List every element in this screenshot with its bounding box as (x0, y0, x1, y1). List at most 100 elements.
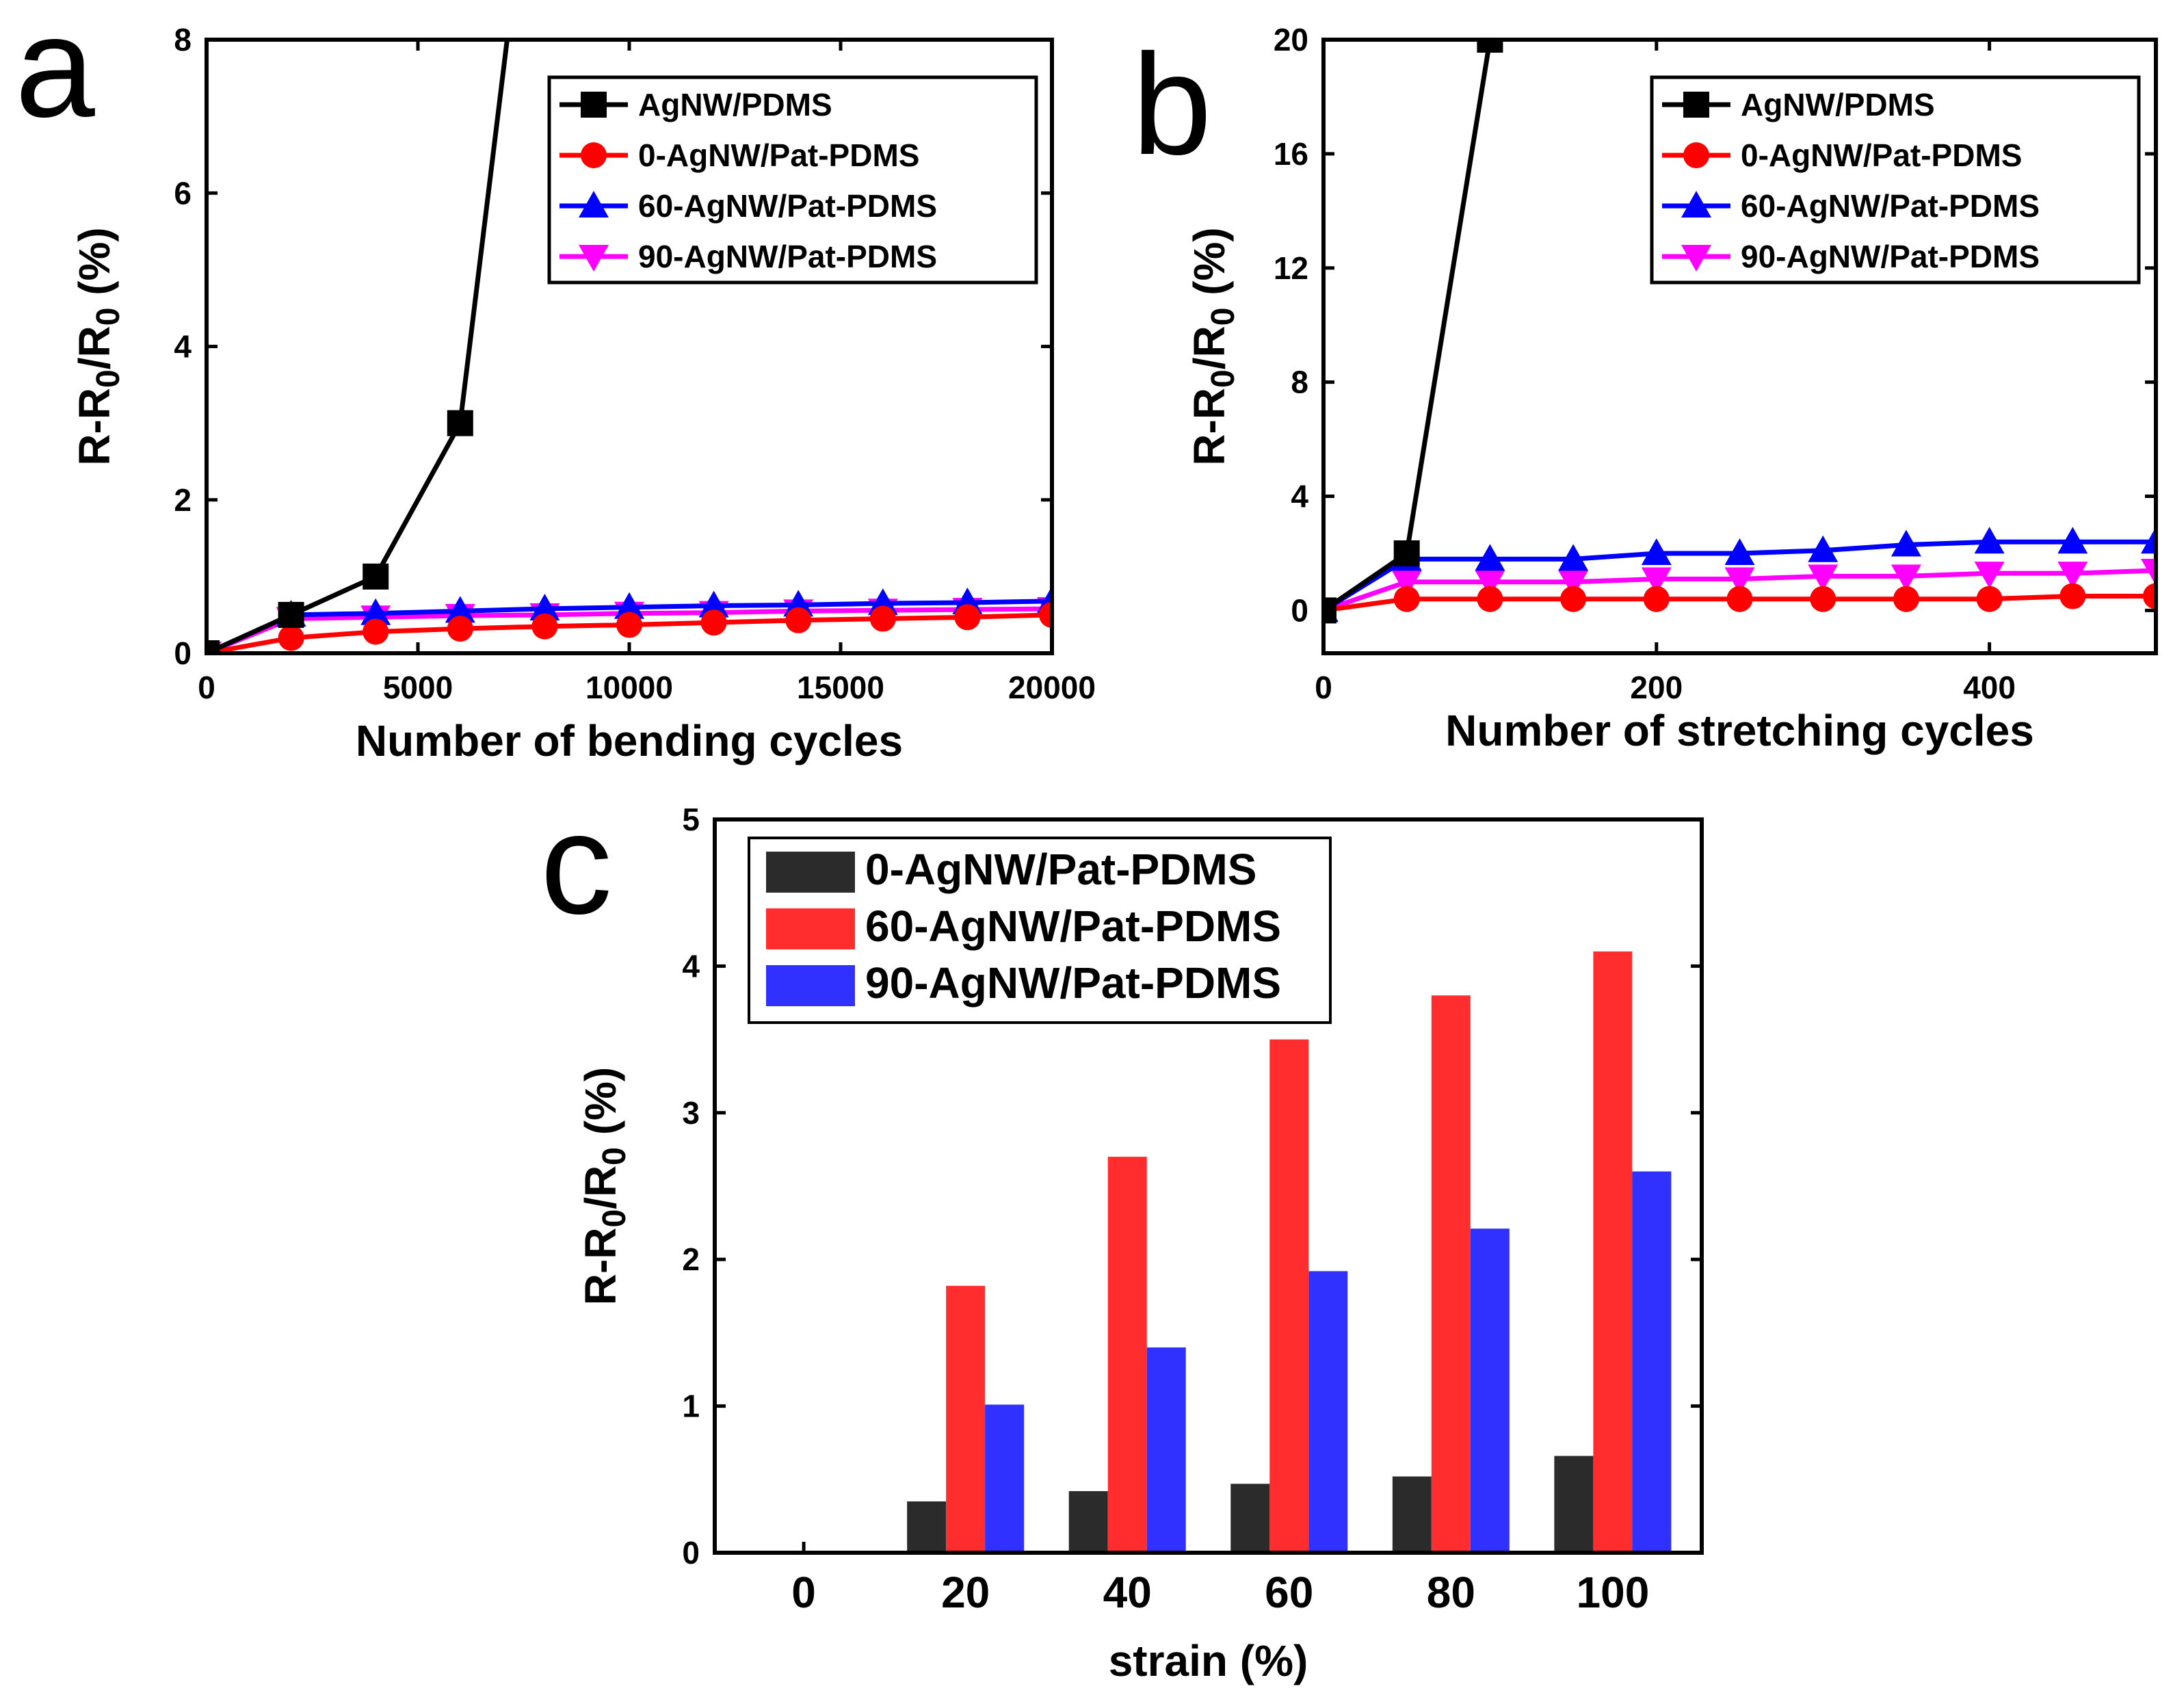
panel-c: 0 1 2 3 4 5 0 20 40 60 80 100 0-AgNW/Pat-PDMS 60-AgNW… (540, 783, 1704, 1685)
legend-label: AgNW/PDMS (638, 87, 832, 122)
x-tick-label: 80 (1427, 1568, 1475, 1617)
data-point (1643, 586, 1670, 612)
series-0-agnw-pat-pdms (907, 1456, 1594, 1553)
x-axis-label: Number of stretching cycles (1445, 706, 2034, 755)
bar (1146, 1347, 1186, 1553)
legend-marker (1683, 142, 1709, 168)
data-point (2141, 559, 2156, 586)
plot-frame (713, 817, 1704, 1555)
data-point (1477, 586, 1503, 612)
y-tick-label: 16 (1274, 136, 1308, 172)
bar (946, 1285, 986, 1553)
series-60-agnw-pat-pdms (946, 951, 1633, 1553)
data-point (2059, 583, 2086, 609)
data-point (1724, 567, 1755, 594)
data-point (445, 596, 475, 623)
y-tick-label: 8 (1291, 365, 1308, 400)
bar (1308, 1271, 1348, 1553)
panel-a-plot-area (207, 40, 1052, 653)
panel-c-legend: 0-AgNW/Pat-PDMS 60-AgNW/Pat-PDMS 90-AgNW/P… (748, 837, 1332, 1024)
y-tick-label: 12 (1274, 250, 1308, 286)
y-tick-label: 4 (682, 948, 700, 984)
x-tick-label: 20000 (1008, 670, 1096, 705)
data-point (1558, 570, 1589, 597)
bar (1230, 1484, 1270, 1553)
x-tick-label: 100 (1577, 1568, 1650, 1617)
legend-entry: 90-AgNW/Pat-PDMS (559, 239, 937, 274)
legend-label: 60-AgNW/Pat-PDMS (638, 188, 937, 224)
panel-letter: a (15, 0, 95, 147)
legend-label: 60-AgNW/Pat-PDMS (865, 902, 1281, 951)
legend-label: 60-AgNW/Pat-PDMS (1741, 188, 2040, 224)
ylabel-text: R-R0/R0 (%) (1185, 227, 1241, 465)
data-point (1641, 538, 1672, 565)
x-tick-label: 200 (1630, 670, 1683, 705)
ylabel-ylabel-main: R-R (1185, 388, 1234, 466)
bar (1431, 995, 1471, 1553)
ylabel-ylabel-sub1: 0 (90, 369, 127, 388)
data-point (1891, 529, 1921, 557)
legend-swatch (766, 908, 855, 949)
data-point (616, 612, 642, 638)
y-tick-label: 1 (682, 1389, 700, 1424)
data-point (447, 616, 473, 642)
legend-label: 90-AgNW/Pat-PDMS (865, 958, 1281, 1008)
x-tick-label: 20 (941, 1568, 990, 1617)
legend-entry: 60-AgNW/Pat-PDMS (559, 188, 937, 224)
x-tick-label: 0 (198, 670, 215, 705)
data-point (278, 601, 304, 628)
bar (1269, 1039, 1309, 1553)
x-tick-label: 40 (1103, 1568, 1152, 1617)
data-point (1641, 567, 1672, 594)
series-agnw-pdms (1323, 40, 1503, 624)
data-point (363, 563, 389, 590)
legend-box (547, 75, 1038, 285)
y-tick-label: 6 (174, 175, 192, 211)
data-point (447, 410, 473, 436)
data-point (1808, 564, 1839, 592)
data-point (207, 640, 220, 653)
y-tick-label: 5 (682, 802, 700, 837)
legend-entry: AgNW/PDMS (1662, 87, 1935, 122)
data-point (1475, 544, 1505, 571)
data-point (1976, 586, 2003, 612)
data-point (1893, 586, 1919, 612)
data-point (1808, 535, 1839, 562)
legend-marker (1681, 245, 1711, 272)
panel-b-plot-area (1323, 40, 2156, 626)
legend-marker (579, 191, 609, 218)
ylabel-ylabel-main: R-R (576, 1227, 625, 1305)
series-90-agnw-pat-pdms (985, 1171, 1672, 1553)
bar (985, 1404, 1025, 1553)
y-tick-label: 3 (682, 1095, 700, 1131)
ylabel-ylabel-mid: /R (70, 326, 119, 369)
legend-box (1650, 75, 2141, 285)
ylabel-ylabel-sub2: 0 (1205, 308, 1241, 326)
series-0-agnw-pat-pdms (207, 601, 1052, 653)
y-tick-label: 20 (1274, 22, 1308, 57)
x-tick-label: 60 (1265, 1568, 1313, 1617)
bar (1593, 951, 1633, 1553)
data-point (1323, 597, 1336, 624)
ylabel-ylabel-sub1: 0 (1205, 369, 1241, 388)
data-point (1724, 538, 1755, 565)
legend-marker (1683, 92, 1709, 118)
ylabel-ylabel-mid: /R (576, 1166, 625, 1209)
y-tick-label: 4 (1291, 479, 1308, 514)
panel-a: 0 2 4 6 8 0 5000 10000 15000 20000 AgNW/PDMS 0-AgNW… (15, 0, 1096, 765)
panel-letter: c (540, 783, 612, 944)
legend-entry: AgNW/PDMS (559, 87, 832, 122)
data-point (278, 625, 304, 651)
data-point (1810, 586, 1836, 612)
panel-c-ylabel: R-R0/R0 (%) (576, 1067, 633, 1305)
x-axis-label: Number of bending cycles (356, 716, 903, 765)
plot-frame (205, 38, 1054, 655)
bar (1107, 1157, 1147, 1553)
legend-entry: 60-AgNW/Pat-PDMS (766, 902, 1281, 951)
legend-label: 90-AgNW/Pat-PDMS (638, 239, 937, 274)
data-point (1891, 564, 1921, 592)
panel-b-legend: AgNW/PDMS 0-AgNW/Pat-PDMS 60-AgNW/Pat-PDMS… (1650, 75, 2141, 285)
legend-label: 0-AgNW/Pat-PDMS (1741, 137, 2022, 173)
data-point (360, 598, 391, 625)
data-point (363, 618, 389, 645)
